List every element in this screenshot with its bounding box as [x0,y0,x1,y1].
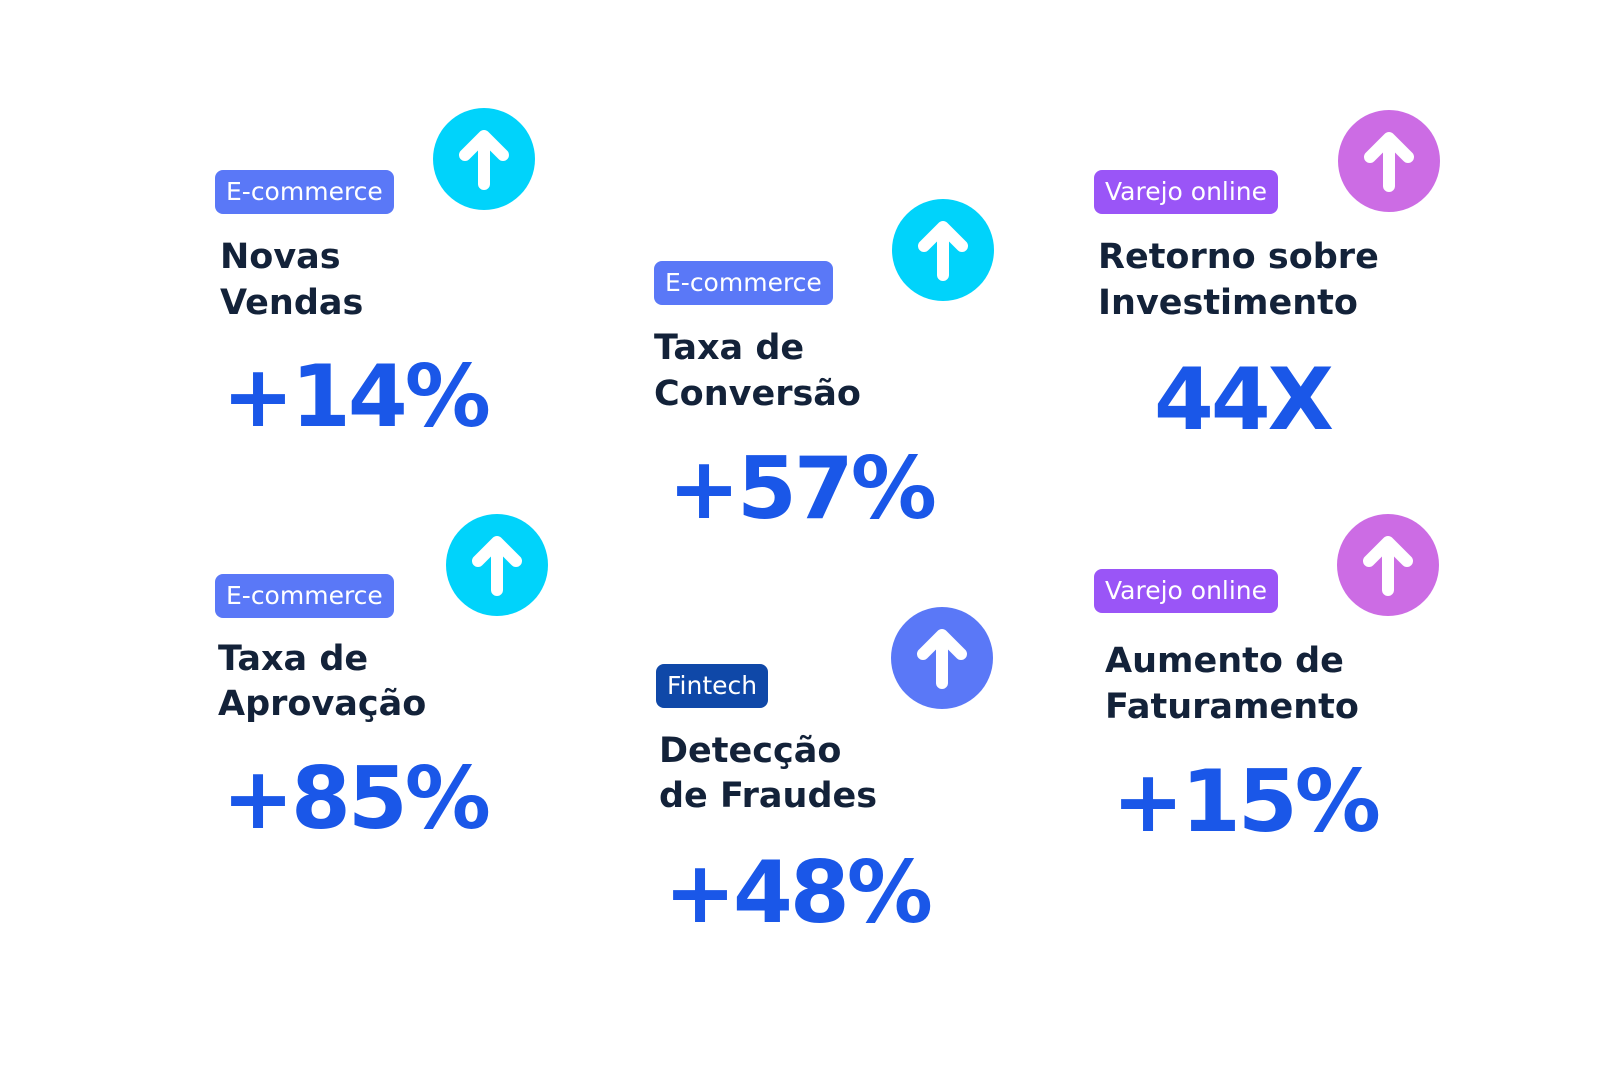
metric-title-line2: Aprovação [218,684,427,724]
metric-title-line1: Taxa de [654,328,805,368]
arrow-up-icon [1337,514,1439,616]
category-badge: Varejo online [1094,569,1279,613]
metric-title-line2: Faturamento [1105,687,1359,727]
metric-value: 44X [1154,350,1334,450]
category-badge: E-commerce [654,261,833,305]
category-badge: Varejo online [1094,170,1279,214]
metric-title-line2: Conversão [654,374,861,414]
metric-title-line2: de Fraudes [659,776,878,816]
category-badge: E-commerce [215,170,394,214]
metric-title-line1: Taxa de [218,639,369,679]
metric-value: +85% [222,749,491,849]
arrow-up-icon [433,108,535,210]
arrow-up-icon [446,514,548,616]
category-badge: E-commerce [215,574,394,618]
metric-value: +48% [664,843,933,943]
arrow-up-icon [1338,110,1440,212]
metric-title-line1: Novas [220,237,341,277]
metric-title-line1: Detecção [659,731,842,771]
metric-title-line1: Aumento de [1105,641,1344,681]
metric-title-line2: Vendas [220,283,364,323]
metric-title-line2: Investimento [1098,283,1358,323]
arrow-up-icon [892,199,994,301]
category-badge: Fintech [656,664,769,708]
metric-title-line1: Retorno sobre [1098,237,1379,277]
metric-value: +57% [668,439,937,539]
arrow-up-icon [891,607,993,709]
metric-value: +14% [222,347,491,447]
metric-value: +15% [1112,752,1381,852]
